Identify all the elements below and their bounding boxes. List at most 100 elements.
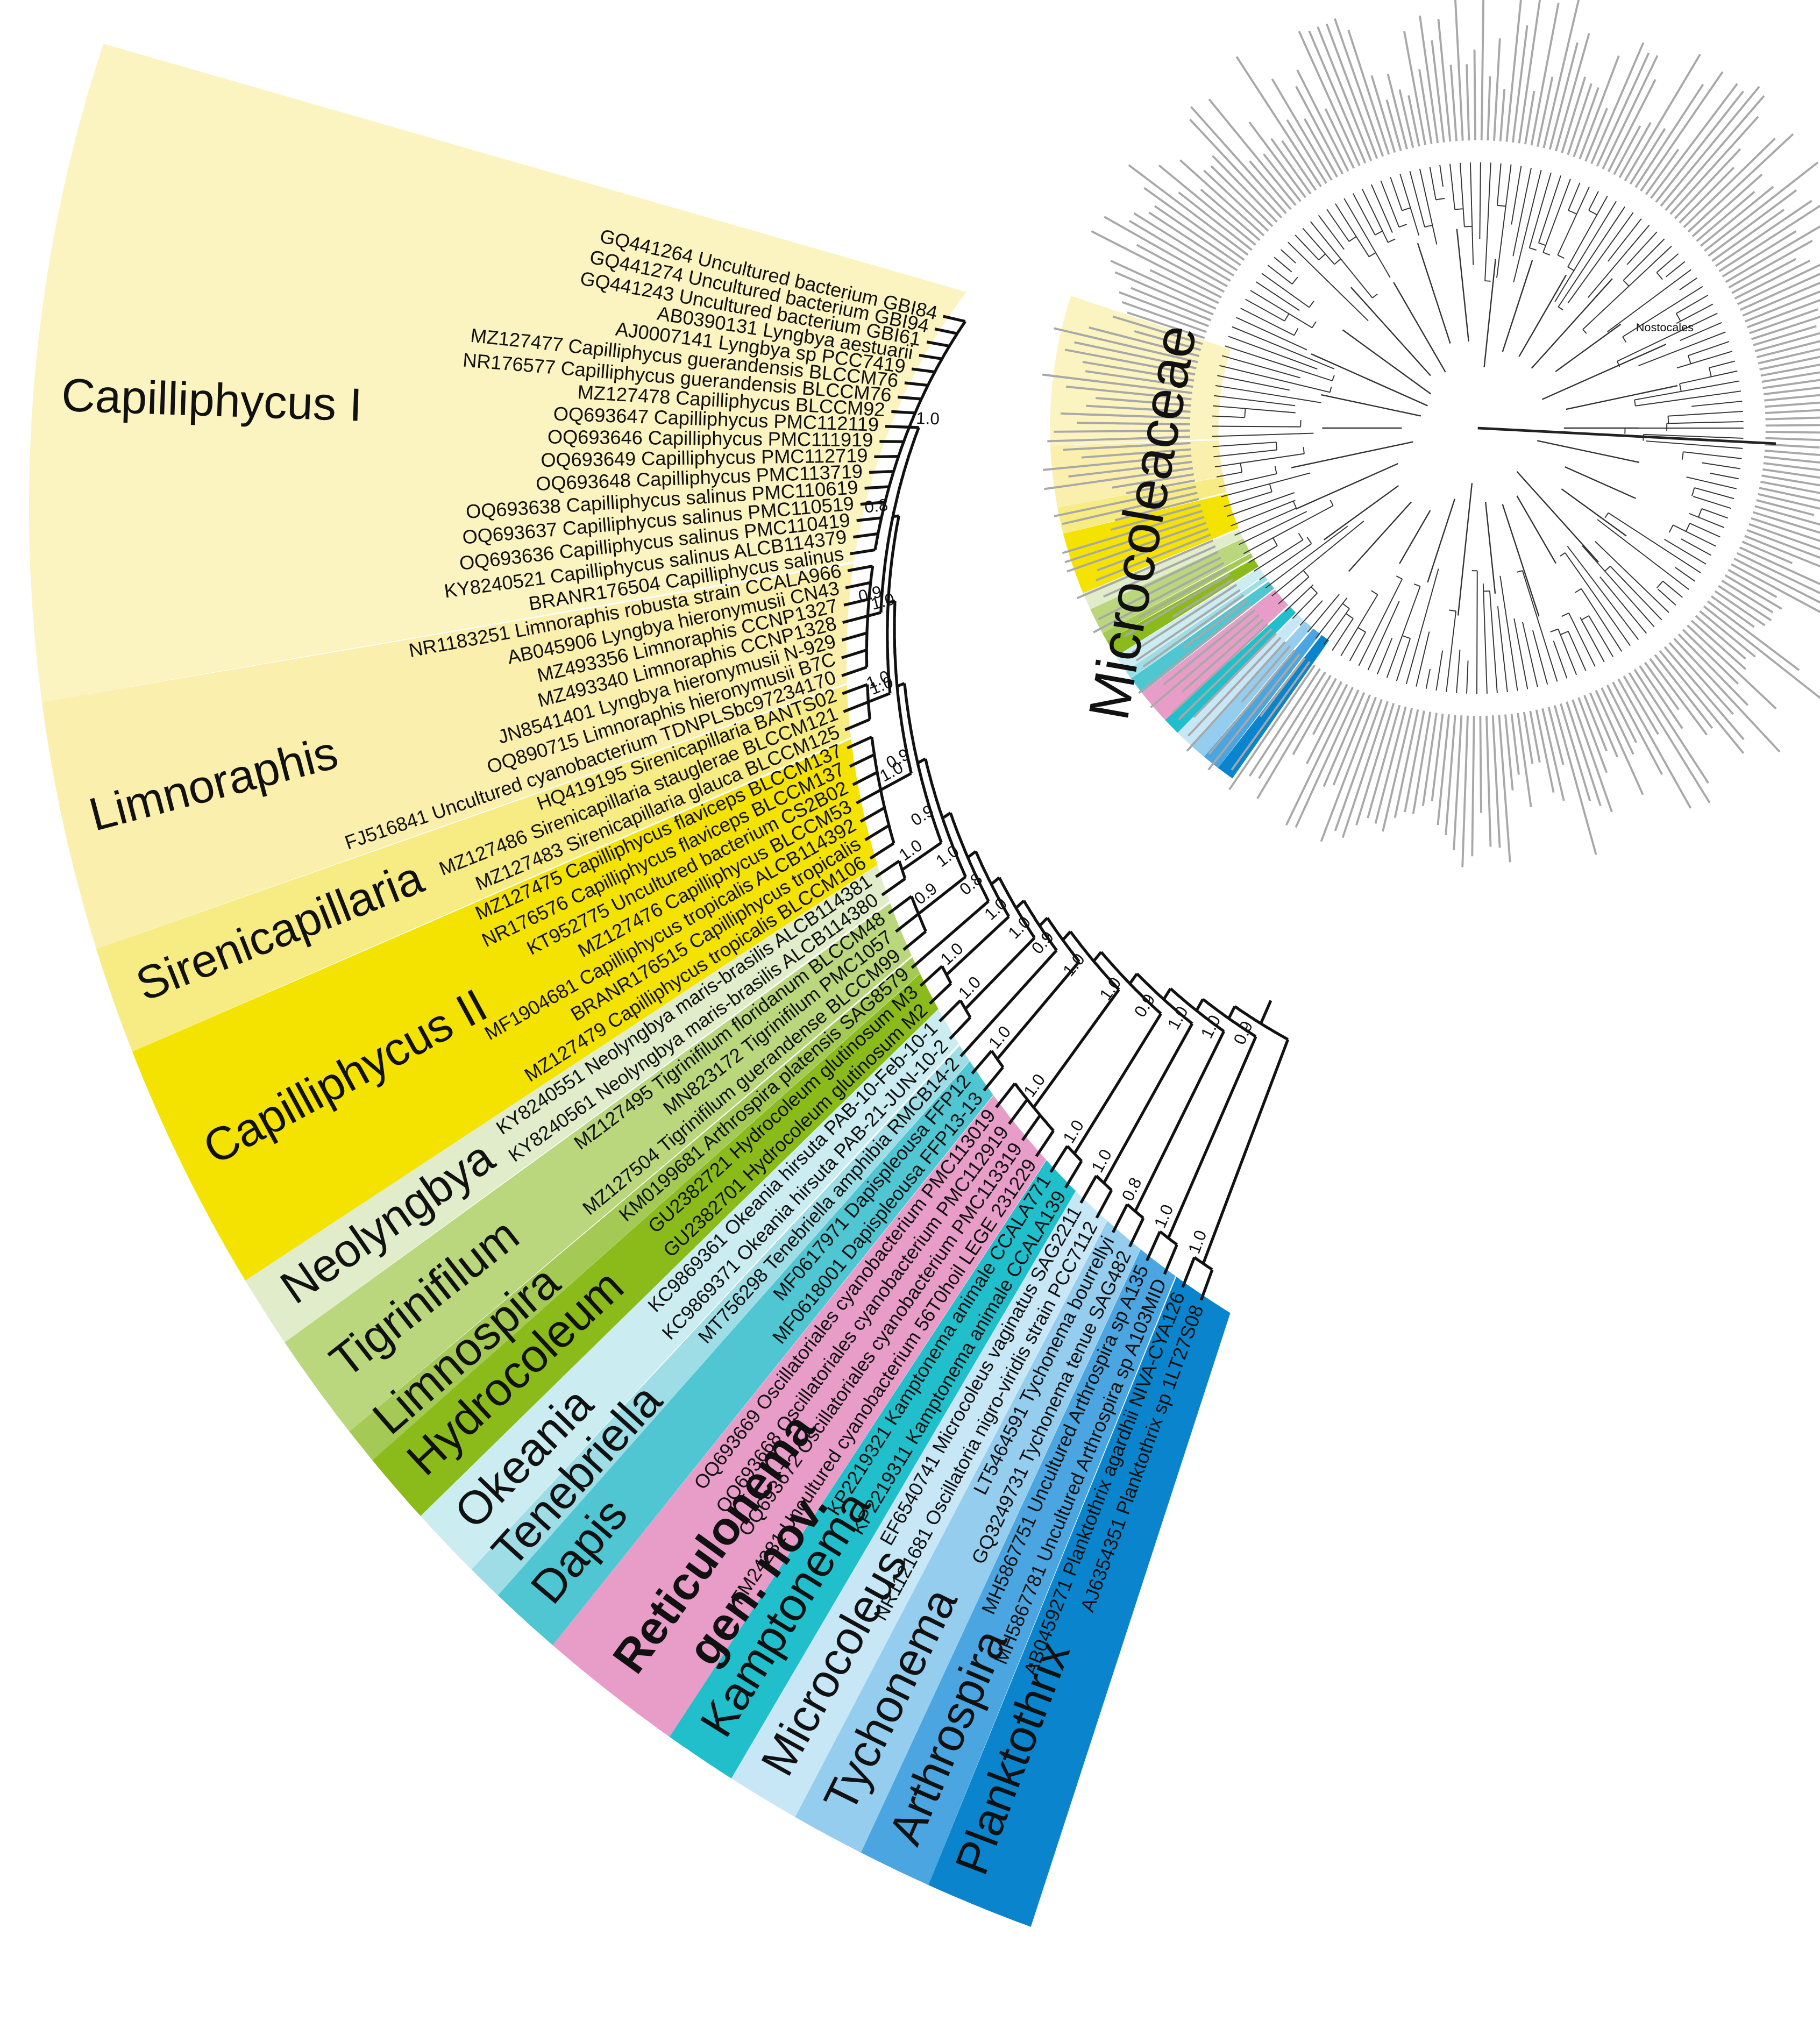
overview-branch: [1702, 463, 1740, 469]
backbone-branch: [1168, 1036, 1256, 1238]
overview-branch: [1330, 500, 1333, 506]
overview-branch: [1558, 629, 1576, 675]
overview-branch: [1610, 566, 1662, 620]
overview-branch: [1213, 406, 1295, 413]
overview-branch: [1414, 584, 1420, 586]
overview-branch: [1680, 278, 1697, 290]
overview-leaf-label: [1538, 77, 1553, 147]
overview-branch: [1309, 301, 1314, 308]
leaf-branch: [882, 879, 905, 895]
overview-branch: [1669, 525, 1673, 532]
overview-branch: [1219, 474, 1277, 487]
overview-leaf-label: [1590, 693, 1618, 757]
overview-leaf-label: [1766, 424, 1820, 425]
overview-branch: [1565, 553, 1630, 646]
overview-branch: [1457, 229, 1469, 341]
overview-branch: [1676, 314, 1681, 321]
overview-branch: [1582, 616, 1589, 620]
overview-branch: [1608, 513, 1701, 573]
overview-branch: [1427, 499, 1454, 582]
overview-branch: [1440, 165, 1443, 187]
overview-branch: [1605, 513, 1608, 518]
overview-leaf-label: [1661, 87, 1759, 206]
overview-leaf-label: [1556, 33, 1589, 151]
overview-branch: [1682, 452, 1683, 460]
overview-branch: [1692, 488, 1695, 496]
overview-branch: [1341, 595, 1377, 656]
overview-leaf-label: [1506, 0, 1521, 142]
overview-branch: [1425, 225, 1432, 227]
backbone-branch: [1040, 918, 1047, 926]
overview-leaf-label: [1455, 0, 1463, 141]
overview-branch: [1517, 571, 1522, 572]
overview-branch: [1446, 611, 1456, 692]
overview-branch: [1676, 295, 1708, 314]
overview-branch: [1358, 628, 1366, 632]
overview-leaf-label: [1711, 596, 1754, 627]
overview-branch: [1485, 162, 1491, 281]
overview-branch: [1330, 387, 1332, 392]
overview-leaf-label: [1679, 634, 1748, 705]
overview-leaf-label: [1674, 638, 1780, 752]
overview-leaf-label: [1482, 0, 1484, 140]
overview-branch: [1663, 581, 1683, 597]
overview-branch: [1402, 208, 1411, 210]
overview-branch: [1589, 616, 1613, 657]
overview-branch: [1702, 509, 1728, 518]
overview-branch: [1288, 242, 1368, 321]
overview-branch: [1537, 440, 1639, 462]
overview-branch: [1686, 477, 1736, 489]
overview-branch: [1332, 618, 1353, 650]
overview-branch: [1327, 209, 1349, 241]
support-value: 1.0: [1059, 1116, 1087, 1146]
overview-branch: [1399, 224, 1406, 227]
overview-branch: [1369, 253, 1376, 257]
overview-branch: [1698, 509, 1702, 517]
overview-leaf-label: [1567, 702, 1601, 806]
overview-branch: [1400, 174, 1419, 235]
backbone-branch: [1063, 931, 1070, 940]
overview-leaf-label: [1738, 238, 1820, 304]
overview-branch: [1281, 250, 1296, 263]
overview-branch: [1539, 176, 1561, 243]
overview-branch: [1710, 473, 1738, 479]
overview-leaf-label: [1451, 65, 1456, 141]
overview-branch: [1268, 265, 1292, 284]
overview-branch: [1530, 248, 1537, 250]
overview-branch: [1243, 506, 1333, 553]
backbone-branch: [1135, 1031, 1224, 1212]
overview-branch: [1274, 257, 1292, 272]
overview-branch: [1568, 631, 1586, 671]
overview-branch: [1605, 566, 1610, 571]
backbone-branch: [1261, 1000, 1271, 1023]
overview-branch: [1567, 546, 1638, 640]
overview-leaf-label: [1548, 707, 1563, 765]
overview-branch: [1260, 544, 1312, 580]
overview-leaf-label: [1765, 451, 1820, 457]
backbone-branch: [1229, 1006, 1235, 1018]
overview-leaf-label: [1518, 713, 1531, 807]
overview-branch: [1560, 553, 1565, 556]
overview-branch: [1430, 167, 1435, 200]
overview-branch: [1484, 259, 1496, 367]
overview-branch: [1666, 261, 1685, 276]
overview-branch: [1588, 225, 1650, 298]
overview-branch: [1295, 235, 1319, 260]
leaf-branch: [1051, 1146, 1068, 1172]
overview-leaf-label: [1731, 564, 1820, 633]
overview-leaf-label: [1765, 444, 1819, 447]
overview-leaf-label: [1766, 416, 1820, 419]
overview-branch: [1321, 395, 1420, 416]
overview-leaf-label: [1209, 99, 1296, 205]
outgroup-label: Nostocales: [1636, 321, 1694, 334]
overview-branch: [1450, 164, 1455, 210]
overview-leaf-label: [1645, 663, 1679, 710]
leaf-branch: [885, 426, 909, 428]
overview-branch: [1324, 609, 1349, 645]
overview-branch: [1373, 294, 1377, 298]
overview-branch: [1311, 587, 1318, 593]
overview-branch: [1558, 255, 1564, 258]
overview-branch: [1299, 533, 1303, 540]
overview-branch: [1212, 433, 1314, 437]
overview-leaf-label: [1550, 42, 1577, 150]
